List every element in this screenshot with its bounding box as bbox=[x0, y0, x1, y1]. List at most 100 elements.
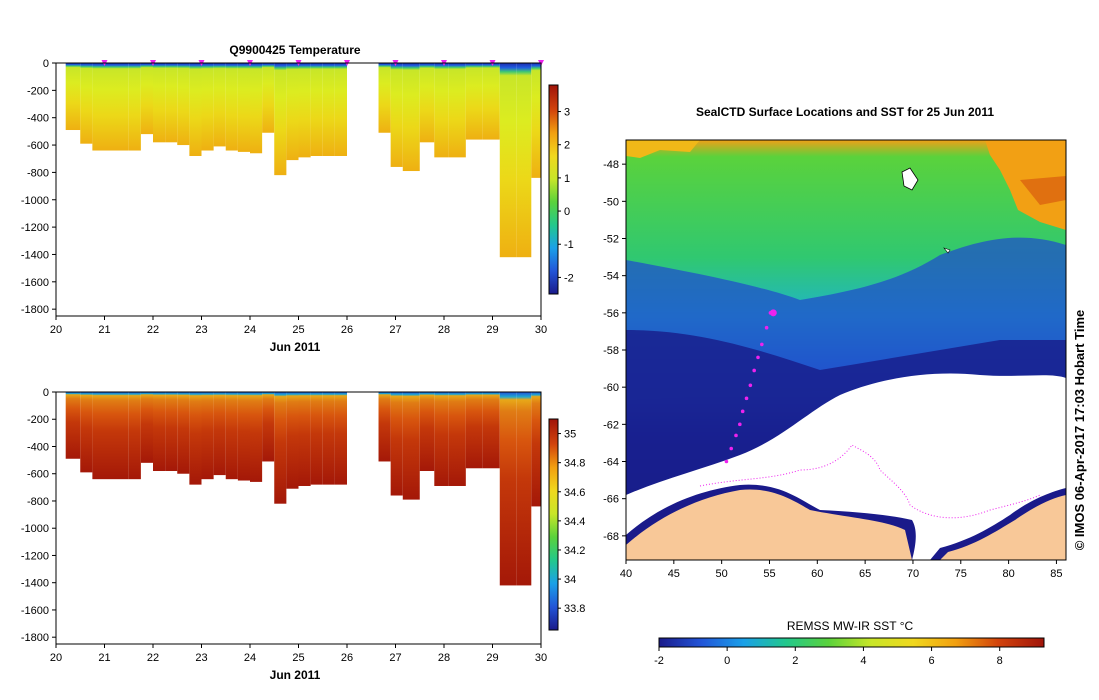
heard-island bbox=[943, 247, 951, 254]
y-tick-label: -1000 bbox=[21, 523, 49, 535]
y-tick-label: -66 bbox=[603, 494, 619, 506]
track-point bbox=[764, 325, 769, 330]
colorbar-tick-label: 34 bbox=[564, 574, 576, 586]
salinity-y-ticks: 0 -200 -400 -600 -800 -1000 -1200 -1400 -1600 -18… bbox=[21, 387, 56, 644]
profile-column bbox=[334, 392, 347, 485]
profile-column bbox=[286, 63, 299, 161]
y-tick-label: -1200 bbox=[21, 550, 49, 562]
y-tick-label: -200 bbox=[27, 85, 49, 97]
profile-column bbox=[274, 63, 287, 176]
track-point bbox=[740, 409, 745, 414]
x-tick-label: 21 bbox=[98, 652, 110, 664]
profile-column bbox=[92, 392, 105, 480]
profile-column bbox=[80, 63, 93, 144]
profile-column bbox=[213, 63, 226, 147]
profile-column bbox=[434, 392, 449, 486]
y-tick-label: -1800 bbox=[21, 304, 49, 316]
track-point bbox=[738, 422, 742, 427]
profile-column bbox=[298, 63, 311, 158]
profile-column bbox=[448, 392, 466, 486]
profile-column bbox=[92, 63, 105, 151]
colorbar-tick-label: 2 bbox=[564, 140, 570, 152]
y-tick-label: -56 bbox=[603, 308, 619, 320]
y-tick-label: 0 bbox=[43, 58, 49, 70]
profile-column bbox=[262, 63, 275, 133]
y-tick-label: -60 bbox=[603, 382, 619, 394]
track-point bbox=[752, 368, 756, 373]
x-tick-label: 25 bbox=[292, 324, 304, 336]
y-tick-label: -200 bbox=[27, 414, 49, 426]
antarctic-land-west bbox=[626, 489, 912, 560]
salinity-panel: 20 21 22 23 24 25 26 27 28 29 30 0 -200 -400 -600 -800… bbox=[21, 387, 586, 682]
y-tick-label: -1000 bbox=[21, 195, 49, 207]
temperature-profiles bbox=[65, 63, 542, 258]
x-tick-label: 22 bbox=[147, 324, 159, 336]
map-x-ticks: 40 45 50 55 60 65 70 75 80 85 bbox=[620, 560, 1063, 580]
x-tick-label: 23 bbox=[195, 652, 207, 664]
colorbar-tick-label: 6 bbox=[929, 655, 935, 667]
track-point bbox=[756, 355, 760, 360]
x-tick-label: 23 bbox=[195, 324, 207, 336]
x-tick-label: 75 bbox=[955, 568, 967, 580]
profile-column bbox=[140, 392, 153, 463]
profile-column bbox=[128, 63, 141, 151]
profile-column bbox=[482, 63, 500, 140]
y-tick-label: -1400 bbox=[21, 249, 49, 261]
y-tick-label: -800 bbox=[27, 167, 49, 179]
colorbar-tick-label: -2 bbox=[654, 655, 664, 667]
x-tick-label: 29 bbox=[486, 652, 498, 664]
profile-column bbox=[531, 392, 541, 507]
past-seal-tracks bbox=[699, 444, 1041, 519]
warm-patch-nw bbox=[626, 140, 700, 158]
profile-column bbox=[177, 63, 190, 146]
profile-column bbox=[531, 63, 541, 178]
y-tick-label: -1200 bbox=[21, 222, 49, 234]
x-tick-label: 20 bbox=[50, 324, 62, 336]
x-tick-label: 40 bbox=[620, 568, 632, 580]
sst-map-title: SealCTD Surface Locations and SST for 25… bbox=[696, 105, 994, 119]
track-point bbox=[760, 342, 764, 347]
profile-column bbox=[250, 63, 263, 154]
x-tick-label: 70 bbox=[907, 568, 919, 580]
y-tick-label: -800 bbox=[27, 496, 49, 508]
colorbar-tick-label: 0 bbox=[564, 206, 570, 218]
profile-column bbox=[465, 63, 483, 140]
y-tick-label: -600 bbox=[27, 469, 49, 481]
profile-column bbox=[104, 63, 129, 151]
temperature-colorbar bbox=[548, 84, 559, 295]
x-tick-label: 22 bbox=[147, 652, 159, 664]
x-tick-label: 24 bbox=[244, 652, 256, 664]
profile-column bbox=[225, 63, 238, 151]
profile-column bbox=[165, 63, 178, 143]
profile-column bbox=[334, 63, 347, 156]
sst-colorbar-label: REMSS MW-IR SST °C bbox=[787, 619, 914, 633]
colorbar-tick-label: 1 bbox=[564, 173, 570, 185]
profile-column bbox=[274, 392, 287, 504]
x-tick-label: 26 bbox=[341, 324, 353, 336]
copyright-label: © IMOS 06-Apr-2017 17:03 Hobart Time bbox=[1072, 310, 1087, 551]
colorbar-tick-label: 35 bbox=[564, 429, 576, 441]
temperature-colorbar-ticks: 3 2 1 0 -1 -2 bbox=[558, 107, 574, 284]
y-tick-label: -50 bbox=[603, 196, 619, 208]
profile-column bbox=[189, 392, 202, 485]
profile-column bbox=[516, 63, 532, 258]
y-tick-label: -48 bbox=[603, 159, 619, 171]
profile-column bbox=[516, 392, 532, 586]
profile-column bbox=[262, 392, 275, 462]
profile-column bbox=[390, 63, 403, 167]
salinity-colorbar-ticks: 35 34.8 34.6 34.4 34.2 34 33.8 bbox=[558, 429, 585, 615]
profile-column bbox=[499, 63, 517, 258]
profile-column bbox=[378, 63, 391, 133]
profile-column bbox=[310, 392, 323, 485]
x-tick-label: 50 bbox=[716, 568, 728, 580]
profile-column bbox=[237, 63, 250, 152]
hot-patch-ne bbox=[1020, 176, 1066, 205]
x-tick-label: 65 bbox=[859, 568, 871, 580]
profile-column bbox=[128, 392, 141, 480]
temperature-panel: Q9900425 Temperature 20 21 22 23 24 25 26 27 28 2… bbox=[21, 43, 574, 354]
profile-column bbox=[237, 392, 250, 481]
profile-column bbox=[65, 63, 81, 131]
x-tick-label: 80 bbox=[1002, 568, 1014, 580]
track-point bbox=[729, 446, 734, 451]
x-tick-label: 20 bbox=[50, 652, 62, 664]
